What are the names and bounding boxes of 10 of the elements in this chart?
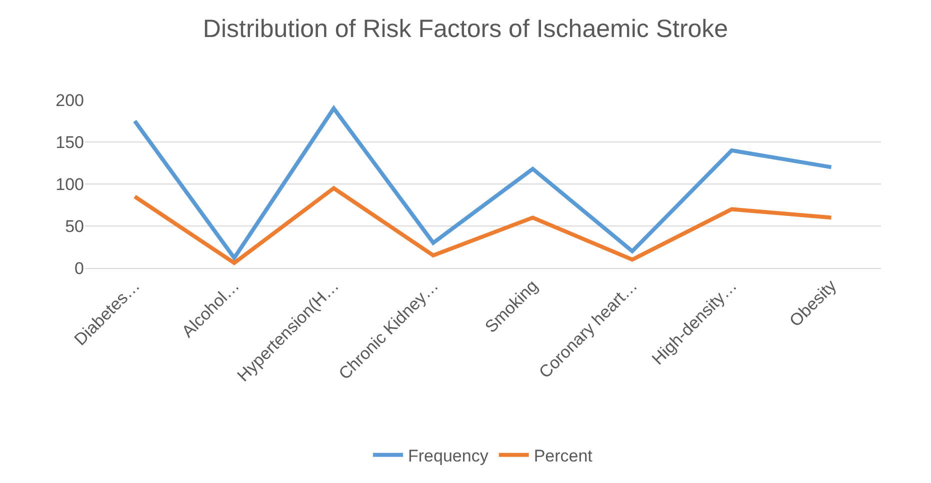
y-tick-label: 50	[65, 216, 84, 236]
legend-label: Percent	[534, 446, 593, 466]
line-series	[132, 186, 834, 265]
y-tick-label: 150	[56, 132, 84, 152]
y-tick-label: 100	[56, 174, 84, 194]
y-tick-label: 200	[56, 90, 84, 110]
line-series	[132, 106, 834, 260]
legend-label: Frequency	[408, 446, 489, 466]
y-tick-label: 0	[74, 258, 84, 278]
chart-title: Distribution of Risk Factors of Ischaemic Stroke	[202, 14, 728, 43]
